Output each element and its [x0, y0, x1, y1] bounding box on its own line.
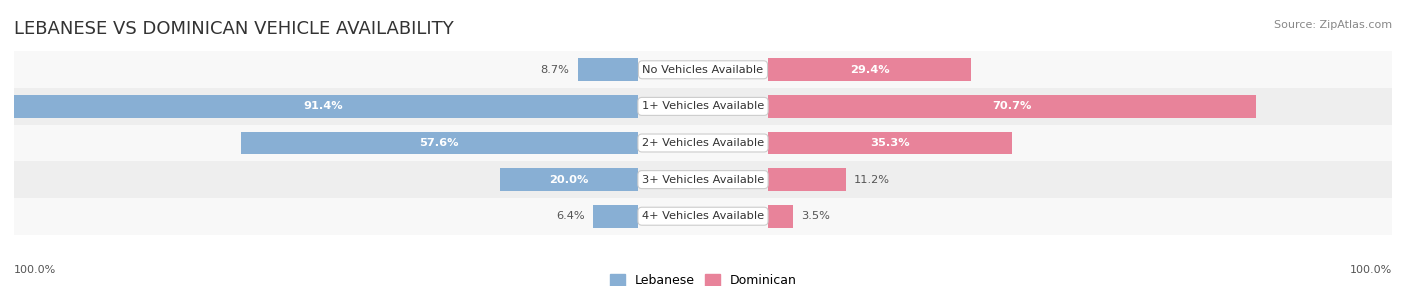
Text: 8.7%: 8.7% [540, 65, 569, 75]
Bar [14, 88, 1392, 125]
Bar [769, 168, 845, 191]
Text: 4+ Vehicles Available: 4+ Vehicles Available [643, 211, 763, 221]
Bar [578, 58, 637, 81]
Bar [14, 198, 1392, 235]
Bar [769, 95, 1256, 118]
Text: Source: ZipAtlas.com: Source: ZipAtlas.com [1274, 20, 1392, 30]
Text: 100.0%: 100.0% [1350, 265, 1392, 275]
Text: 35.3%: 35.3% [870, 138, 910, 148]
Text: 20.0%: 20.0% [548, 175, 588, 184]
Text: 3+ Vehicles Available: 3+ Vehicles Available [643, 175, 763, 184]
Text: 2+ Vehicles Available: 2+ Vehicles Available [643, 138, 763, 148]
Text: 29.4%: 29.4% [849, 65, 890, 75]
Text: 3.5%: 3.5% [801, 211, 830, 221]
Bar [769, 132, 1012, 154]
Text: LEBANESE VS DOMINICAN VEHICLE AVAILABILITY: LEBANESE VS DOMINICAN VEHICLE AVAILABILI… [14, 20, 454, 38]
Bar [769, 205, 793, 228]
Text: 57.6%: 57.6% [419, 138, 458, 148]
Bar [14, 51, 1392, 88]
Bar [14, 161, 1392, 198]
Bar [769, 58, 972, 81]
Bar [593, 205, 637, 228]
Text: 100.0%: 100.0% [14, 265, 56, 275]
Bar [14, 125, 1392, 161]
Text: 6.4%: 6.4% [557, 211, 585, 221]
Legend: Lebanese, Dominican: Lebanese, Dominican [605, 269, 801, 286]
Text: 91.4%: 91.4% [302, 102, 343, 111]
Bar [499, 168, 637, 191]
Text: 11.2%: 11.2% [853, 175, 890, 184]
Bar [8, 95, 637, 118]
Text: No Vehicles Available: No Vehicles Available [643, 65, 763, 75]
Text: 1+ Vehicles Available: 1+ Vehicles Available [643, 102, 763, 111]
Text: 70.7%: 70.7% [993, 102, 1032, 111]
Bar [240, 132, 637, 154]
